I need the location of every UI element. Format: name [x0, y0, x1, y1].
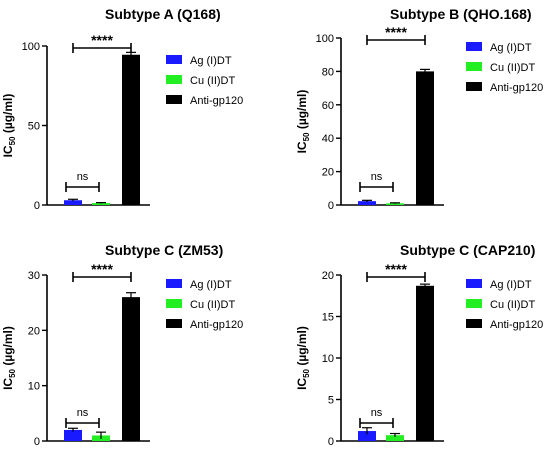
bar-2 [92, 203, 110, 205]
ns-label: ns [371, 171, 383, 183]
y-axis-label: IC50 (µg/ml) [1, 326, 17, 390]
legend-swatch [466, 279, 482, 288]
y-tick-label: 100 [22, 41, 40, 53]
legend-swatch [466, 319, 482, 328]
legend-label: Anti-gp120 [490, 319, 543, 331]
legend-label: Ag (I)DT [190, 55, 232, 67]
legend-label: Ag (I)DT [490, 279, 532, 291]
y-tick-label: 60 [322, 100, 334, 112]
chart-title: Subtype C (CAP210) [400, 242, 535, 258]
significance-label: **** [385, 261, 407, 277]
chart-title: Subtype A (Q168) [105, 6, 221, 22]
bar-2 [386, 203, 404, 205]
y-tick-label: 20 [322, 167, 334, 179]
legend-label: Cu (II)DT [190, 75, 236, 87]
significance-label: **** [385, 24, 407, 40]
significance-label: **** [91, 261, 113, 277]
legend-swatch [166, 279, 182, 288]
y-tick-label: 5 [328, 395, 334, 407]
y-tick-label: 0 [328, 436, 334, 448]
bar-1 [358, 431, 376, 441]
bar-1 [64, 200, 82, 205]
chart-panel-1: Subtype A (Q168) 0 50 100 IC50 (µg/ml) **** ns… [1, 6, 243, 212]
legend-swatch [466, 299, 482, 308]
chart-panel-2: Subtype B (QHO.168) 0 20 40 60 80 100 IC50 (µg/… [295, 6, 543, 212]
y-tick-label: 50 [28, 121, 40, 133]
legend-label: Cu (II)DT [490, 62, 536, 74]
legend-swatch [166, 95, 182, 104]
bar-1 [358, 201, 376, 205]
ns-label: ns [77, 171, 89, 183]
y-tick-label: 80 [322, 66, 334, 78]
legend-label: Anti-gp120 [190, 319, 243, 331]
y-tick-label: 30 [28, 270, 40, 282]
y-axis-label: IC50 (µg/ml) [1, 94, 17, 158]
legend-swatch [466, 42, 482, 51]
chart-panel-4: Subtype C (CAP210) 0 5 10 15 20 IC50 (µg/ml) **… [295, 242, 543, 448]
chart-panel-3: Subtype C (ZM53) 0 10 20 30 IC50 (µg/ml) **** n… [1, 242, 243, 448]
legend: Ag (I)DT Cu (II)DT Anti-gp120 [466, 279, 543, 331]
chart-title: Subtype B (QHO.168) [390, 6, 532, 22]
bar-3 [122, 54, 140, 206]
significance-label: **** [91, 32, 113, 48]
y-axis-label: IC50 (µg/ml) [295, 90, 311, 154]
y-tick-label: 0 [34, 436, 40, 448]
y-tick-label: 10 [28, 381, 40, 393]
ns-label: ns [371, 407, 383, 419]
chart-title: Subtype C (ZM53) [105, 242, 223, 258]
bar-3 [122, 297, 140, 441]
legend-label: Anti-gp120 [190, 95, 243, 107]
legend-swatch [166, 319, 182, 328]
bar-2 [386, 435, 404, 441]
y-tick-label: 0 [328, 200, 334, 212]
y-tick-label: 20 [322, 270, 334, 282]
legend-label: Anti-gp120 [490, 82, 543, 94]
bar-1 [64, 429, 82, 441]
y-tick-label: 10 [322, 353, 334, 365]
legend-label: Ag (I)DT [490, 42, 532, 54]
legend: Ag (I)DT Cu (II)DT Anti-gp120 [166, 55, 243, 107]
ns-label: ns [77, 407, 89, 419]
legend-swatch [166, 299, 182, 308]
legend: Ag (I)DT Cu (II)DT Anti-gp120 [166, 279, 243, 331]
y-tick-label: 100 [316, 33, 334, 45]
y-axis-label: IC50 (µg/ml) [295, 326, 311, 390]
legend-swatch [166, 75, 182, 84]
legend-swatch [166, 55, 182, 64]
legend-swatch [466, 82, 482, 91]
legend-swatch [466, 62, 482, 71]
y-tick-label: 20 [28, 325, 40, 337]
y-tick-label: 15 [322, 312, 334, 324]
y-tick-label: 0 [34, 200, 40, 212]
legend-label: Cu (II)DT [490, 299, 536, 311]
y-tick-label: 40 [322, 133, 334, 145]
legend-label: Ag (I)DT [190, 279, 232, 291]
bar-3 [416, 71, 434, 206]
legend-label: Cu (II)DT [190, 299, 236, 311]
legend: Ag (I)DT Cu (II)DT Anti-gp120 [466, 42, 543, 94]
bar-3 [416, 285, 434, 441]
